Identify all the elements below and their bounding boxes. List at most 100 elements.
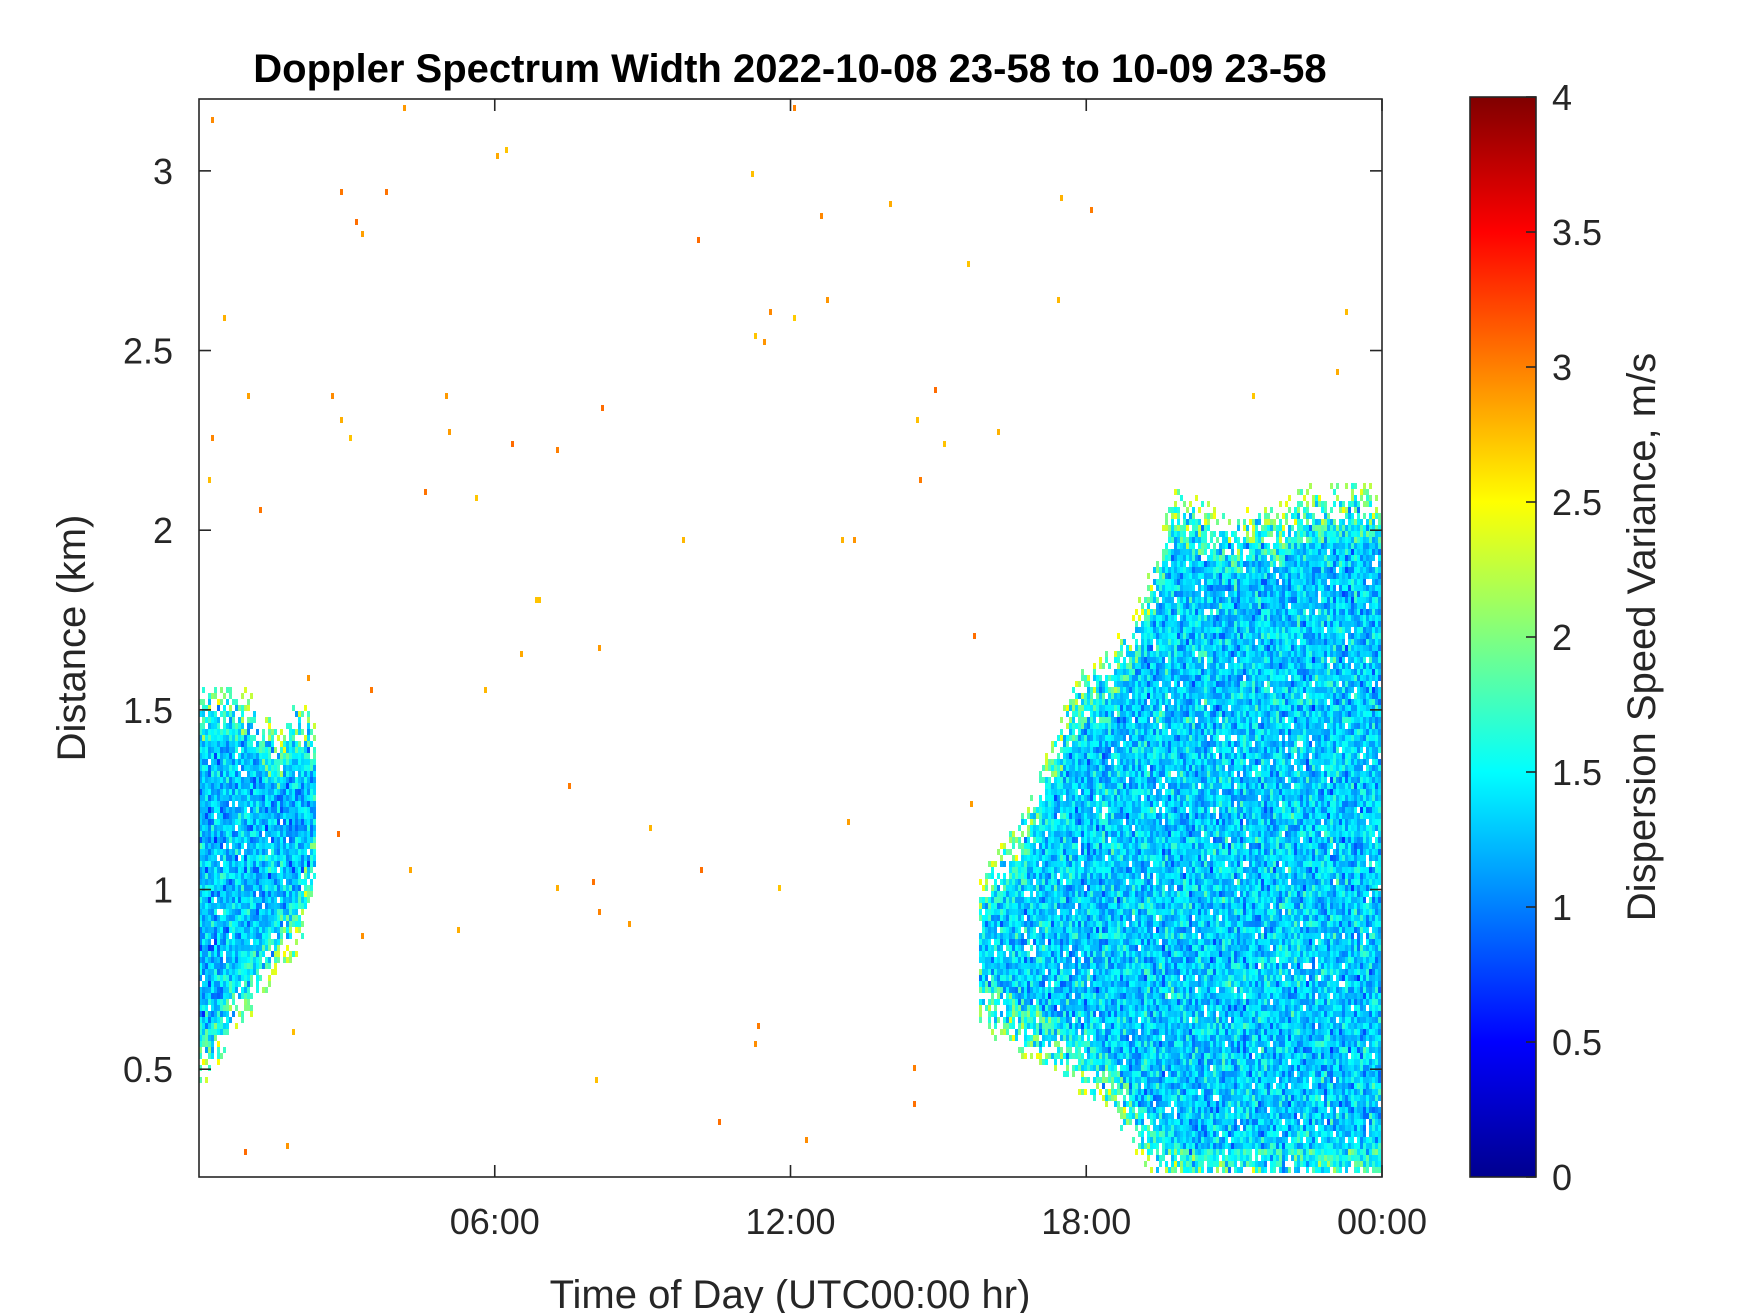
heatmap-cell — [280, 909, 283, 915]
heatmap-cell — [1045, 987, 1048, 993]
heatmap-cell — [1108, 729, 1111, 735]
heatmap-cell — [1141, 963, 1144, 969]
heatmap-cell — [1153, 1077, 1156, 1083]
heatmap-cell — [202, 915, 205, 921]
heatmap-cell — [1060, 825, 1063, 831]
heatmap-cell — [280, 831, 283, 837]
heatmap-cell — [307, 735, 310, 741]
heatmap-cell — [1096, 789, 1099, 795]
heatmap-cell — [220, 801, 223, 807]
heatmap-cell — [1081, 783, 1084, 789]
heatmap-cell — [1042, 1041, 1045, 1047]
heatmap-cell — [289, 741, 292, 747]
heatmap-cell — [1117, 741, 1120, 747]
heatmap-cell — [1102, 795, 1105, 801]
heatmap-cell — [1096, 837, 1099, 843]
heatmap-cell — [994, 933, 997, 939]
heatmap-cell — [211, 1047, 214, 1053]
heatmap-cell — [1102, 1083, 1105, 1089]
heatmap-cell — [298, 759, 301, 765]
heatmap-cell — [1090, 975, 1093, 981]
heatmap-cell — [985, 903, 988, 909]
heatmap-cell — [1048, 981, 1051, 987]
heatmap-cell — [1027, 837, 1030, 843]
heatmap-cell — [1114, 903, 1117, 909]
heatmap-cell — [241, 861, 244, 867]
heatmap-cell — [211, 1017, 214, 1023]
heatmap-cell — [1138, 669, 1141, 675]
heatmap-cell — [1057, 903, 1060, 909]
heatmap-cell — [1144, 621, 1147, 627]
heatmap-cell — [1099, 1035, 1102, 1041]
heatmap-cell — [265, 807, 268, 813]
heatmap-cell — [1015, 915, 1018, 921]
heatmap-cell — [307, 723, 310, 729]
heatmap-cell — [217, 957, 220, 963]
heatmap-cell — [217, 819, 220, 825]
heatmap-cell — [1093, 1095, 1096, 1101]
heatmap-cell — [1090, 1041, 1093, 1047]
heatmap-cell — [247, 801, 250, 807]
heatmap-cell — [205, 831, 208, 837]
heatmap-cell — [1045, 843, 1048, 849]
heatmap-cell — [1060, 975, 1063, 981]
heatmap-cell — [253, 933, 256, 939]
heatmap-cell — [247, 831, 250, 837]
heatmap-cell — [274, 963, 277, 969]
heatmap-cell — [1126, 747, 1129, 753]
heatmap-cell — [289, 885, 292, 891]
heatmap-cell — [235, 843, 238, 849]
heatmap-cell — [232, 783, 235, 789]
heatmap-cell — [244, 807, 247, 813]
heatmap-cell — [1135, 759, 1138, 765]
heatmap-cell — [1126, 645, 1129, 651]
heatmap-cell — [1144, 747, 1147, 753]
heatmap-cell — [268, 903, 271, 909]
heatmap-cell — [1150, 639, 1153, 645]
heatmap-cell — [1066, 879, 1069, 885]
heatmap-cell — [1033, 831, 1036, 837]
heatmap-cell — [265, 885, 268, 891]
heatmap-cell — [271, 915, 274, 921]
heatmap-cell — [1078, 975, 1081, 981]
heatmap-cell — [1114, 717, 1117, 723]
heatmap-cell — [1021, 1017, 1024, 1023]
heatmap-cell — [1075, 1005, 1078, 1011]
heatmap-cell — [1102, 831, 1105, 837]
heatmap-cell — [226, 801, 229, 807]
heatmap-cell — [1114, 807, 1117, 813]
heatmap-cell — [208, 711, 211, 717]
heatmap-cell — [256, 789, 259, 795]
heatmap-cell — [1063, 1011, 1066, 1017]
heatmap-cell — [1075, 801, 1078, 807]
heatmap-cell — [1072, 885, 1075, 891]
heatmap-cell — [295, 951, 298, 957]
heatmap-cell — [271, 777, 274, 783]
heatmap-cell — [220, 765, 223, 771]
heatmap-cell — [268, 939, 271, 945]
heatmap-cell — [313, 825, 316, 831]
heatmap-cell — [1150, 891, 1153, 897]
heatmap-cell — [1015, 1029, 1018, 1035]
heatmap-cell — [1096, 771, 1099, 777]
heatmap-cell — [1030, 813, 1033, 819]
heatmap-cell — [1126, 771, 1129, 777]
heatmap-cell — [1069, 1035, 1072, 1041]
heatmap-cell — [1075, 957, 1078, 963]
heatmap-cell — [1141, 603, 1144, 609]
heatmap-cell — [313, 735, 316, 741]
heatmap-cell — [1120, 1059, 1123, 1065]
heatmap-cell — [1054, 993, 1057, 999]
heatmap-cell — [1039, 945, 1042, 951]
heatmap-cell — [253, 735, 256, 741]
heatmap-cell — [1030, 879, 1033, 885]
heatmap-cell — [1096, 915, 1099, 921]
heatmap-cell — [1150, 873, 1153, 879]
heatmap-cell — [244, 927, 247, 933]
heatmap-cell — [1063, 849, 1066, 855]
heatmap-cell — [1132, 867, 1135, 873]
heatmap-cell — [1087, 1059, 1090, 1065]
heatmap-cell — [1081, 909, 1084, 915]
heatmap-cell — [235, 741, 238, 747]
heatmap-cell — [307, 825, 310, 831]
